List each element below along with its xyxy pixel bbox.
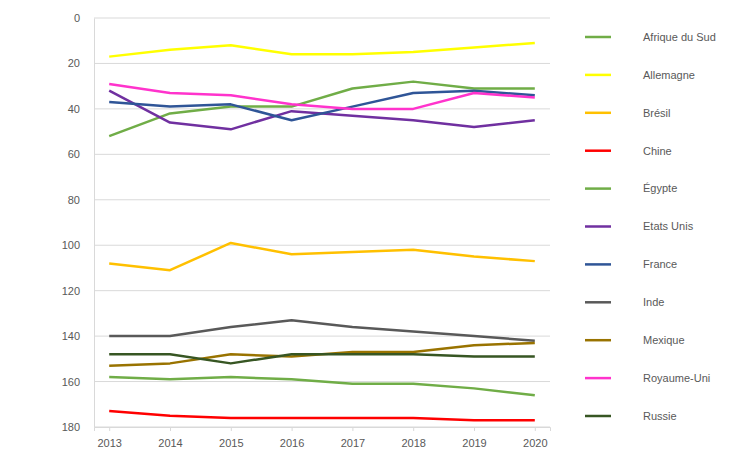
legend-swatch — [585, 263, 611, 266]
grid-line — [94, 63, 550, 64]
x-tick-mark — [352, 427, 353, 431]
y-axis-line — [94, 19, 95, 428]
legend-swatch — [585, 377, 611, 380]
x-tick-label: 2013 — [97, 437, 121, 449]
y-tick: 80 — [68, 194, 94, 206]
y-tick-label: 120 — [62, 285, 80, 297]
x-tick-label: 2019 — [462, 437, 486, 449]
y-tick: 160 — [62, 376, 94, 388]
x-tick: 2017 — [341, 427, 365, 449]
x-axis: 2013 2014 2015 2016 2017 2018 2019 2020 — [95, 427, 551, 449]
y-tick-label: 0 — [74, 12, 80, 24]
x-tick-label: 2016 — [280, 437, 304, 449]
y-tick-label: 160 — [62, 376, 80, 388]
y-tick: 100 — [62, 239, 94, 251]
legend-swatch — [585, 149, 611, 152]
legend-label: Mexique — [643, 334, 685, 346]
series-line — [109, 320, 535, 340]
x-tick-mark — [231, 427, 232, 431]
legend-swatch — [585, 112, 611, 115]
x-tick-label: 2018 — [401, 437, 425, 449]
grid — [94, 18, 550, 427]
legend-label: Inde — [643, 296, 664, 308]
y-tick-label: 140 — [62, 330, 80, 342]
series-line — [109, 82, 535, 137]
x-tick-label: 2015 — [219, 437, 243, 449]
y-tick-label: 20 — [68, 57, 80, 69]
x-tick-mark — [474, 427, 475, 431]
y-tick: 40 — [68, 103, 94, 115]
legend-swatch — [585, 339, 611, 342]
grid-line — [94, 290, 550, 291]
legend-swatch — [585, 225, 611, 228]
x-tick: 2014 — [158, 427, 182, 449]
y-tick: 0 — [74, 12, 94, 24]
x-tick-mark — [292, 427, 293, 431]
legend-label: Brésil — [643, 107, 671, 119]
legend-label: Russie — [643, 410, 677, 422]
legend-label: Afrique du Sud — [643, 31, 716, 43]
legend-swatch — [585, 301, 611, 304]
series-line — [109, 243, 535, 270]
grid-line — [94, 18, 550, 19]
series-line — [109, 377, 535, 395]
y-tick: 140 — [62, 330, 94, 342]
x-axis-line — [95, 428, 551, 432]
y-tick-label: 60 — [68, 148, 80, 160]
x-tick-mark — [535, 427, 536, 431]
y-tick: 180 — [62, 421, 94, 433]
grid-line — [94, 154, 550, 155]
series-line — [109, 411, 535, 420]
x-tick: 2013 — [97, 427, 121, 449]
series-line — [109, 91, 535, 130]
x-tick: 2018 — [401, 427, 425, 449]
legend-label: Royaume-Uni — [643, 372, 710, 384]
grid-line — [94, 199, 550, 200]
y-tick: 20 — [68, 57, 94, 69]
x-tick: 2016 — [280, 427, 304, 449]
y-tick-label: 40 — [68, 103, 80, 115]
grid-line — [94, 245, 550, 246]
legend-label: Chine — [643, 145, 672, 157]
series-line — [109, 84, 535, 109]
legend-swatch — [585, 74, 611, 77]
y-axis: 0 20 40 60 80 100 120 140 160 180 — [62, 12, 95, 433]
grid-line — [94, 108, 550, 109]
x-tick-mark — [170, 427, 171, 431]
x-tick-mark — [109, 427, 110, 431]
x-tick-label: 2014 — [158, 437, 182, 449]
x-tick: 2019 — [462, 427, 486, 449]
x-tick-mark — [413, 427, 414, 431]
chart: 0 20 40 60 80 100 120 140 160 180 2013 2014 2015 2016… — [0, 0, 744, 452]
chart-container: 0 20 40 60 80 100 120 140 160 180 2013 2014 2015 2016… — [0, 0, 744, 452]
series-line — [109, 343, 535, 366]
legend-swatch — [585, 36, 611, 39]
legend: Afrique du Sud Allemagne Brésil Chine Égypte… — [585, 31, 716, 422]
legend-label: Allemagne — [643, 69, 695, 81]
y-tick-label: 100 — [62, 239, 80, 251]
y-tick-label: 80 — [68, 194, 80, 206]
x-tick-label: 2017 — [341, 437, 365, 449]
x-tick: 2015 — [219, 427, 243, 449]
y-tick-label: 180 — [62, 421, 80, 433]
legend-swatch — [585, 415, 611, 418]
series-line — [109, 354, 535, 363]
x-tick-label: 2020 — [523, 437, 547, 449]
legend-label: Égypte — [643, 182, 677, 194]
legend-swatch — [585, 187, 611, 190]
lines — [109, 43, 535, 420]
y-tick: 60 — [68, 148, 94, 160]
x-tick: 2020 — [523, 427, 547, 449]
legend-label: France — [643, 258, 677, 270]
y-tick: 120 — [62, 285, 94, 297]
legend-label: Etats Unis — [643, 220, 694, 232]
series-line — [109, 43, 535, 57]
